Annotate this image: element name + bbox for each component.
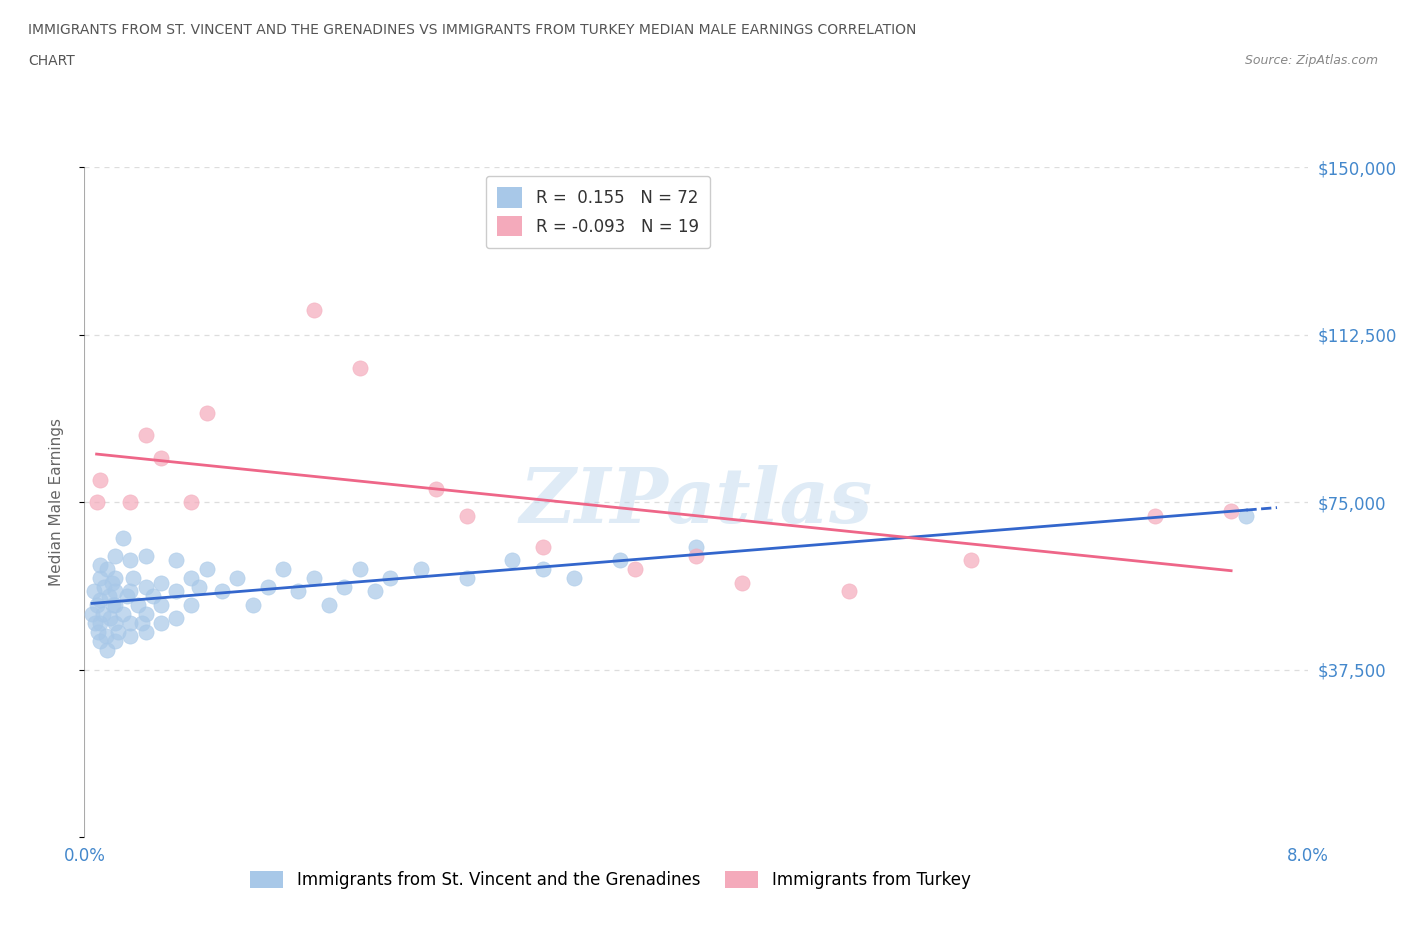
Point	[111, 606, 134, 621]
Point	[349, 562, 371, 577]
Point	[135, 624, 157, 639]
Point	[89, 472, 111, 487]
Point	[165, 584, 187, 599]
Point	[149, 597, 172, 612]
Point	[380, 571, 402, 586]
Point	[120, 584, 142, 599]
Point	[685, 549, 707, 564]
Point	[89, 633, 111, 648]
Point	[257, 579, 280, 594]
Point	[83, 584, 105, 599]
Point	[165, 552, 187, 567]
Point	[425, 482, 447, 497]
Point	[302, 571, 325, 586]
Point	[333, 579, 356, 594]
Point	[1143, 508, 1166, 523]
Point	[149, 575, 172, 590]
Point	[96, 642, 118, 657]
Point	[107, 624, 129, 639]
Point	[104, 549, 127, 564]
Point	[180, 597, 202, 612]
Point	[502, 552, 524, 567]
Point	[104, 584, 127, 599]
Point	[91, 606, 114, 621]
Text: IMMIGRANTS FROM ST. VINCENT AND THE GRENADINES VS IMMIGRANTS FROM TURKEY MEDIAN : IMMIGRANTS FROM ST. VINCENT AND THE GREN…	[28, 23, 917, 37]
Point	[115, 589, 138, 604]
Point	[93, 579, 115, 594]
Text: ZIPatlas: ZIPatlas	[519, 465, 873, 539]
Point	[456, 508, 478, 523]
Point	[104, 597, 127, 612]
Point	[180, 495, 202, 510]
Point	[195, 405, 218, 420]
Point	[287, 584, 309, 599]
Text: CHART: CHART	[28, 54, 75, 68]
Point	[104, 633, 127, 648]
Point	[89, 571, 111, 586]
Point	[165, 611, 187, 626]
Point	[188, 579, 211, 594]
Point	[104, 616, 127, 631]
Point	[120, 552, 142, 567]
Point	[1236, 508, 1258, 523]
Point	[242, 597, 264, 612]
Point	[101, 575, 124, 590]
Point	[271, 562, 294, 577]
Point	[120, 495, 142, 510]
Point	[731, 575, 754, 590]
Point	[302, 303, 325, 318]
Point	[89, 616, 111, 631]
Point	[86, 495, 108, 510]
Point	[135, 606, 157, 621]
Point	[409, 562, 432, 577]
Text: Source: ZipAtlas.com: Source: ZipAtlas.com	[1244, 54, 1378, 67]
Point	[87, 624, 110, 639]
Point	[180, 571, 202, 586]
Y-axis label: Median Male Earnings: Median Male Earnings	[49, 418, 63, 586]
Point	[96, 562, 118, 577]
Point	[111, 530, 134, 545]
Point	[211, 584, 233, 599]
Point	[364, 584, 387, 599]
Point	[456, 571, 478, 586]
Point	[685, 539, 707, 554]
Point	[94, 629, 117, 644]
Point	[149, 450, 172, 465]
Point	[531, 539, 554, 554]
Point	[135, 549, 157, 564]
Point	[226, 571, 249, 586]
Point	[624, 562, 647, 577]
Point	[142, 589, 165, 604]
Point	[86, 597, 108, 612]
Point	[562, 571, 585, 586]
Point	[318, 597, 340, 612]
Point	[531, 562, 554, 577]
Point	[84, 616, 107, 631]
Point	[103, 597, 125, 612]
Point	[122, 571, 145, 586]
Point	[149, 616, 172, 631]
Point	[1220, 504, 1243, 519]
Point	[349, 361, 371, 376]
Point	[120, 629, 142, 644]
Point	[135, 428, 157, 443]
Point	[960, 552, 983, 567]
Legend: Immigrants from St. Vincent and the Grenadines, Immigrants from Turkey: Immigrants from St. Vincent and the Gren…	[243, 864, 977, 896]
Point	[609, 552, 631, 567]
Point	[135, 579, 157, 594]
Point	[104, 571, 127, 586]
Point	[89, 593, 111, 608]
Point	[98, 611, 121, 626]
Point	[80, 606, 103, 621]
Point	[195, 562, 218, 577]
Point	[120, 616, 142, 631]
Point	[131, 616, 153, 631]
Point	[89, 557, 111, 572]
Point	[838, 584, 860, 599]
Point	[97, 589, 120, 604]
Point	[127, 597, 149, 612]
